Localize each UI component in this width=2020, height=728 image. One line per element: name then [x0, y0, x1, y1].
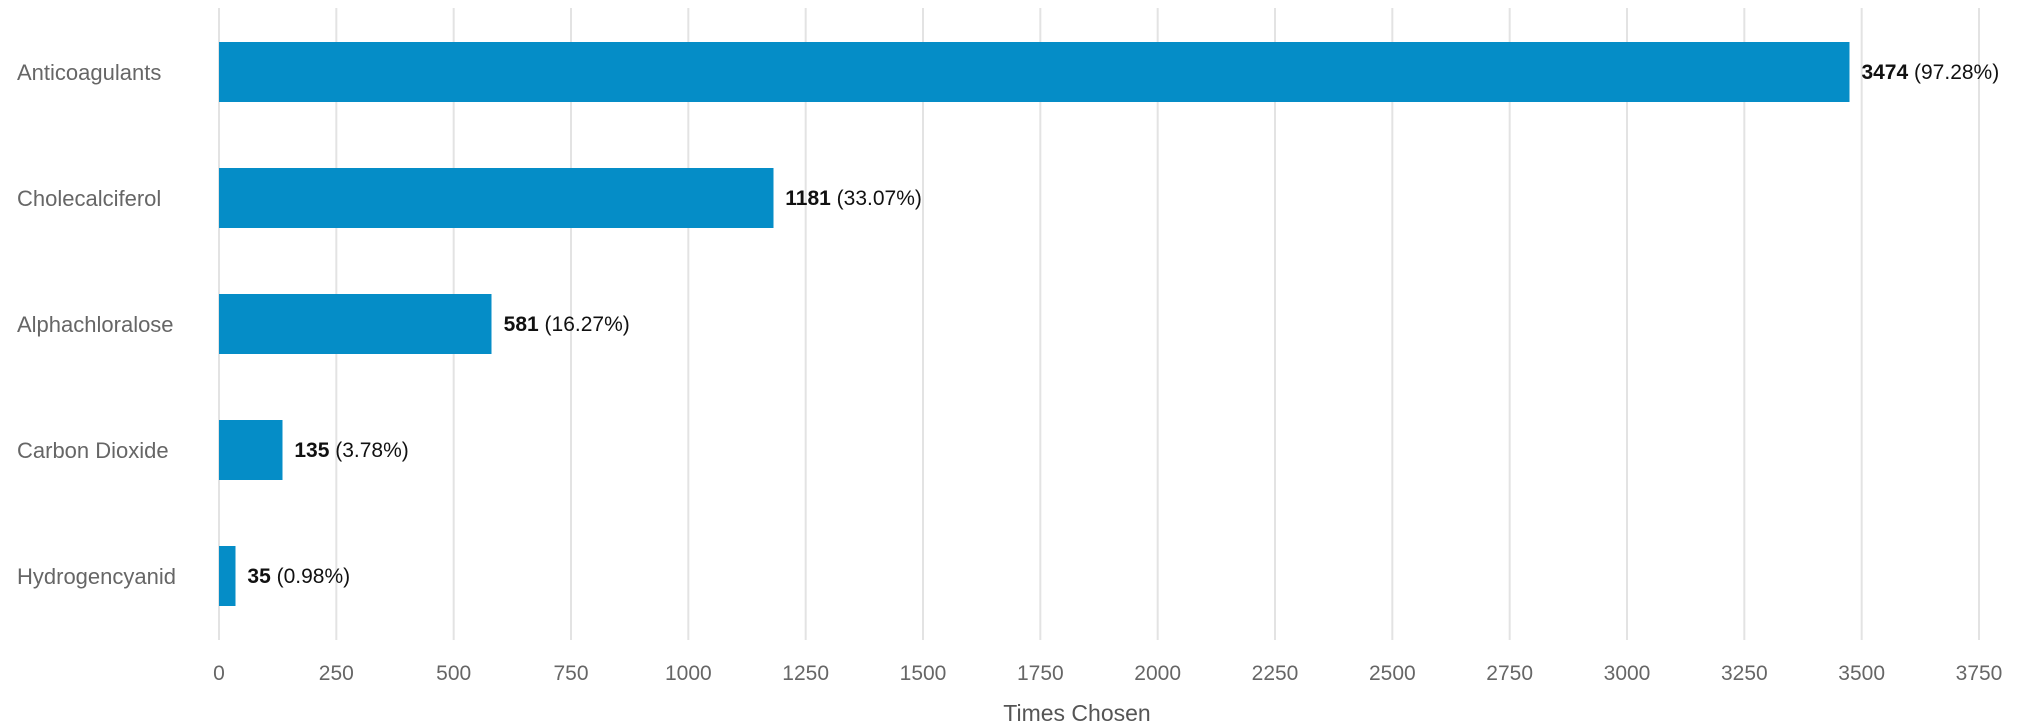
bar	[219, 294, 492, 354]
value-percent: (16.27%)	[539, 313, 630, 336]
x-tick-label: 1000	[665, 662, 712, 685]
value-label: 135 (3.78%)	[294, 439, 408, 462]
category-label: Carbon Dioxide	[17, 438, 169, 463]
value-count: 35	[247, 565, 271, 588]
x-tick-label: 3750	[1956, 662, 2003, 685]
bar	[219, 420, 283, 480]
x-tick-label: 2000	[1134, 662, 1181, 685]
x-tick-label: 750	[553, 662, 588, 685]
value-percent: (3.78%)	[329, 439, 408, 462]
x-axis-title: Times Chosen	[1003, 700, 1150, 726]
x-tick-label: 250	[319, 662, 354, 685]
x-tick-label: 2250	[1252, 662, 1299, 685]
category-label: Hydrogencyanid	[17, 564, 176, 589]
value-percent: (97.28%)	[1908, 61, 1999, 84]
x-tick-label: 1750	[1017, 662, 1064, 685]
bar	[219, 168, 774, 228]
x-tick-label: 500	[436, 662, 471, 685]
bars	[219, 42, 1850, 606]
x-tick-label: 2500	[1369, 662, 1416, 685]
bar	[219, 546, 236, 606]
x-tick-label: 3000	[1604, 662, 1651, 685]
value-label: 581 (16.27%)	[504, 313, 630, 336]
category-label: Alphachloralose	[17, 312, 174, 337]
value-percent: (33.07%)	[831, 187, 922, 210]
x-tick-label: 1500	[900, 662, 947, 685]
value-percent: (0.98%)	[271, 565, 350, 588]
x-tick-label: 3500	[1838, 662, 1885, 685]
value-count: 135	[294, 439, 329, 462]
value-labels: 3474 (97.28%) 1181 (33.07%) 581 (16.27%) 13…	[247, 61, 1999, 588]
x-axis-ticks: 0 250 500 750 1000 1250 1500 1750 2000 2250 2500 27…	[213, 662, 2002, 685]
gridlines	[218, 8, 1980, 640]
value-label: 3474 (97.28%)	[1861, 61, 1999, 84]
value-label: 1181 (33.07%)	[785, 187, 922, 210]
x-tick-label: 0	[213, 662, 225, 685]
value-label: 35 (0.98%)	[247, 565, 350, 588]
category-label: Anticoagulants	[17, 60, 161, 85]
x-tick-label: 1250	[782, 662, 829, 685]
x-tick-label: 3250	[1721, 662, 1768, 685]
bar	[219, 42, 1850, 102]
category-labels: Anticoagulants Cholecalciferol Alphachlora…	[17, 60, 176, 589]
x-tick-label: 2750	[1486, 662, 1533, 685]
value-count: 3474	[1861, 61, 1908, 84]
value-count: 581	[504, 313, 539, 336]
category-label: Cholecalciferol	[17, 186, 161, 211]
value-count: 1181	[785, 187, 831, 210]
